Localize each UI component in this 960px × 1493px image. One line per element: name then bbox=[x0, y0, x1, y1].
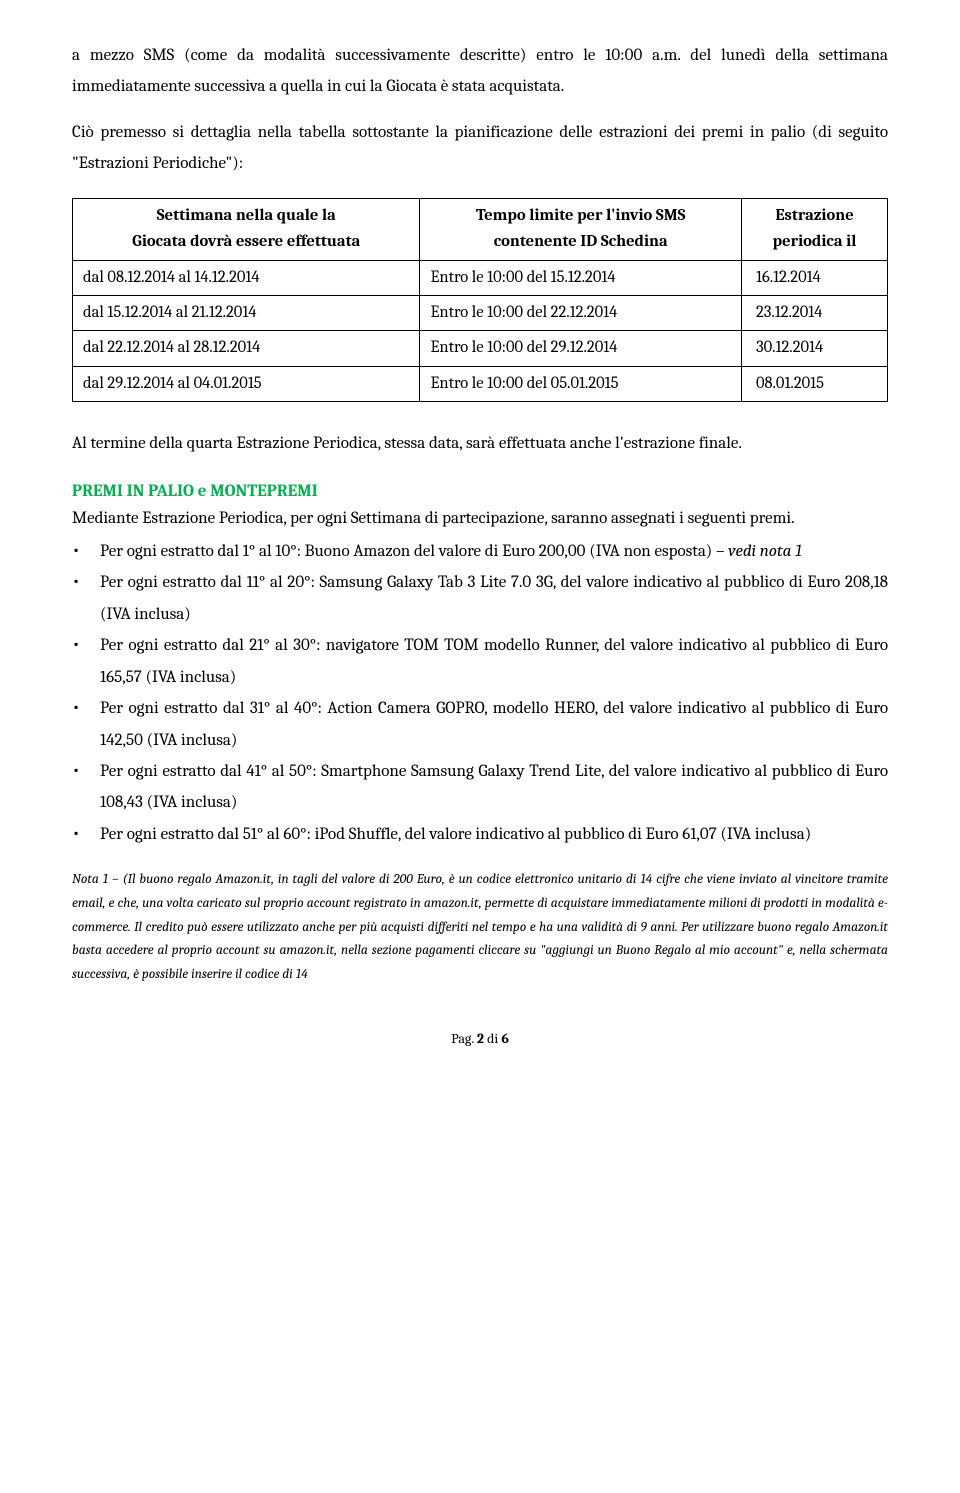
cell-extraction-date: 16.12.2014 bbox=[742, 260, 888, 295]
table-header-extraction-date: Estrazione periodica il bbox=[742, 198, 888, 260]
header-col1-line1: Settimana nella quale la bbox=[157, 206, 336, 225]
document-page: a mezzo SMS (come da modalità successiva… bbox=[0, 0, 960, 1087]
list-item: Per ogni estratto dal 21° al 30°: naviga… bbox=[72, 630, 888, 693]
list-item: Per ogni estratto dal 41° al 50°: Smartp… bbox=[72, 756, 888, 819]
header-col3-line1: Estrazione bbox=[775, 206, 853, 225]
footnote-nota-1: Nota 1 – (Il buono regalo Amazon.it, in … bbox=[72, 868, 888, 986]
list-item: Per ogni estratto dal 51° al 60°: iPod S… bbox=[72, 819, 888, 850]
table-row: dal 29.12.2014 al 04.01.2015 Entro le 10… bbox=[73, 366, 888, 401]
cell-week: dal 22.12.2014 al 28.12.2014 bbox=[73, 331, 420, 366]
cell-extraction-date: 30.12.2014 bbox=[742, 331, 888, 366]
cell-sms-limit: Entro le 10:00 del 22.12.2014 bbox=[420, 295, 742, 330]
prize-text: Per ogni estratto dal 11° al 20°: Samsun… bbox=[100, 573, 888, 623]
after-table-paragraph: Al termine della quarta Estrazione Perio… bbox=[72, 428, 888, 459]
cell-sms-limit: Entro le 10:00 del 29.12.2014 bbox=[420, 331, 742, 366]
cell-week: dal 08.12.2014 al 14.12.2014 bbox=[73, 260, 420, 295]
list-item: Per ogni estratto dal 11° al 20°: Samsun… bbox=[72, 567, 888, 630]
intro-paragraph-2: Ciò premesso si dettaglia nella tabella … bbox=[72, 117, 888, 180]
header-col1-line2: Giocata dovrà essere effettuata bbox=[132, 232, 360, 251]
section-heading-premi: PREMI IN PALIO e MONTEPREMI bbox=[72, 482, 888, 501]
header-col2-line1: Tempo limite per l'invio SMS bbox=[476, 206, 686, 225]
prize-text: Per ogni estratto dal 31° al 40°: Action… bbox=[100, 699, 888, 749]
prize-list: Per ogni estratto dal 1° al 10°: Buono A… bbox=[72, 536, 888, 850]
table-row: dal 15.12.2014 al 21.12.2014 Entro le 10… bbox=[73, 295, 888, 330]
page-footer: Pag. 2 di 6 bbox=[72, 1030, 888, 1047]
cell-extraction-date: 23.12.2014 bbox=[742, 295, 888, 330]
prize-text: Per ogni estratto dal 21° al 30°: naviga… bbox=[100, 636, 888, 686]
list-item: Per ogni estratto dal 31° al 40°: Action… bbox=[72, 693, 888, 756]
pager-prefix: Pag. bbox=[451, 1030, 477, 1047]
table-header-row: Settimana nella quale la Giocata dovrà e… bbox=[73, 198, 888, 260]
prize-text: Per ogni estratto dal 51° al 60°: iPod S… bbox=[100, 825, 811, 844]
table-header-sms-limit: Tempo limite per l'invio SMS contenente … bbox=[420, 198, 742, 260]
prize-text: Per ogni estratto dal 41° al 50°: Smartp… bbox=[100, 762, 888, 812]
cell-sms-limit: Entro le 10:00 del 15.12.2014 bbox=[420, 260, 742, 295]
pager-total: 6 bbox=[501, 1030, 509, 1047]
header-col2-line2: contenente ID Schedina bbox=[494, 232, 668, 251]
table-body: dal 08.12.2014 al 14.12.2014 Entro le 10… bbox=[73, 260, 888, 402]
extraction-schedule-table: Settimana nella quale la Giocata dovrà e… bbox=[72, 198, 888, 402]
cell-week: dal 29.12.2014 al 04.01.2015 bbox=[73, 366, 420, 401]
cell-sms-limit: Entro le 10:00 del 05.01.2015 bbox=[420, 366, 742, 401]
pager-suffix: di bbox=[484, 1030, 501, 1047]
table-row: dal 22.12.2014 al 28.12.2014 Entro le 10… bbox=[73, 331, 888, 366]
table-header-week: Settimana nella quale la Giocata dovrà e… bbox=[73, 198, 420, 260]
table-row: dal 08.12.2014 al 14.12.2014 Entro le 10… bbox=[73, 260, 888, 295]
header-col3-line2: periodica il bbox=[773, 232, 857, 251]
prize-note-ref: vedi nota 1 bbox=[728, 542, 802, 561]
intro-paragraph-1: a mezzo SMS (come da modalità successiva… bbox=[72, 40, 888, 103]
cell-week: dal 15.12.2014 al 21.12.2014 bbox=[73, 295, 420, 330]
pager-current: 2 bbox=[477, 1030, 484, 1047]
prize-text: Per ogni estratto dal 1° al 10°: Buono A… bbox=[100, 542, 728, 561]
list-item: Per ogni estratto dal 1° al 10°: Buono A… bbox=[72, 536, 888, 567]
premi-intro-paragraph: Mediante Estrazione Periodica, per ogni … bbox=[72, 503, 888, 534]
cell-extraction-date: 08.01.2015 bbox=[742, 366, 888, 401]
